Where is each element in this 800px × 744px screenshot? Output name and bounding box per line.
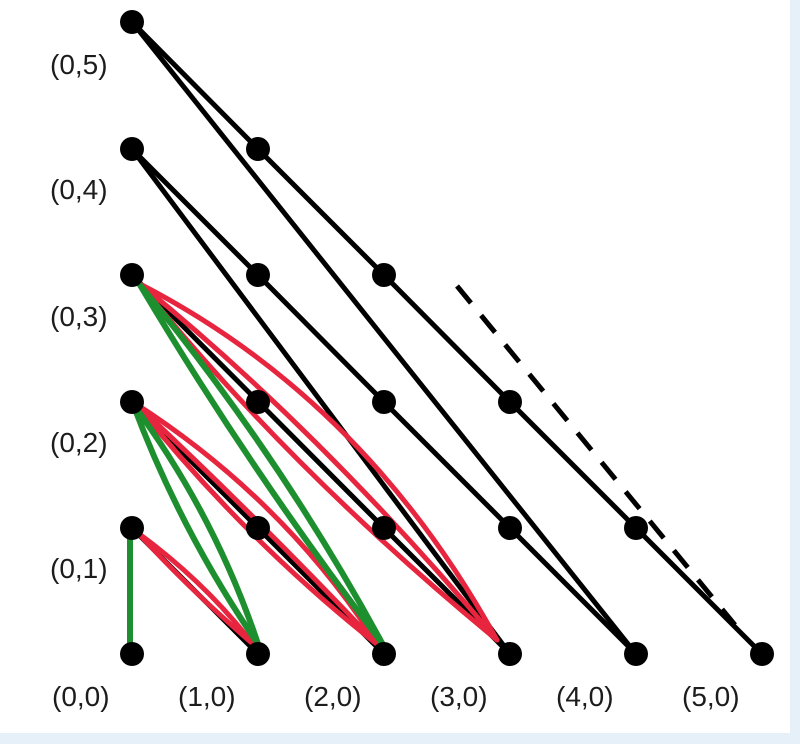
edge-black	[129, 146, 261, 278]
node-4-1	[624, 516, 648, 540]
red-curve	[137, 281, 500, 643]
node-0-3	[120, 263, 144, 287]
green-curves	[127, 282, 385, 649]
node-0-2	[120, 390, 144, 414]
diagram-canvas: (0,0) (1,0) (2,0) (3,0) (4,0) (5,0) (0,1…	[0, 0, 790, 733]
node-2-1	[372, 516, 396, 540]
node-2-3	[372, 263, 396, 287]
red-curve	[135, 530, 256, 647]
label-x-2: (2,0)	[304, 681, 362, 712]
labels: (0,0) (1,0) (2,0) (3,0) (4,0) (5,0) (0,1…	[50, 49, 740, 712]
label-x-3: (3,0)	[430, 681, 488, 712]
green-curve	[137, 282, 385, 646]
label-x-1: (1,0)	[178, 681, 236, 712]
green-curve	[130, 401, 261, 647]
lattice-path-diagram: (0,0) (1,0) (2,0) (3,0) (4,0) (5,0) (0,1…	[50, 10, 774, 712]
node-1-2	[246, 390, 270, 414]
edge-black	[129, 146, 513, 657]
node-1-3	[246, 263, 270, 287]
node-1-4	[246, 137, 270, 161]
label-x-5: (5,0)	[682, 681, 740, 712]
node-3-2	[498, 390, 522, 414]
edge-black	[381, 272, 513, 405]
edge-black	[507, 525, 639, 657]
label-x-4: (4,0)	[556, 681, 614, 712]
green-curve	[137, 282, 385, 646]
label-y-2: (0,2)	[50, 427, 108, 458]
node-2-2	[372, 390, 396, 414]
node-0-0	[120, 642, 144, 666]
node-1-0	[246, 642, 270, 666]
red-curves	[133, 281, 500, 648]
node-0-5	[120, 10, 144, 34]
node-0-4	[120, 137, 144, 161]
red-curve	[135, 530, 256, 647]
edge-black	[129, 19, 261, 152]
lattice-nodes	[120, 10, 774, 666]
node-1-1	[246, 516, 270, 540]
label-y-1: (0,1)	[50, 553, 108, 584]
edge-black	[255, 272, 387, 405]
edge-black	[255, 146, 387, 278]
label-y-3: (0,3)	[50, 301, 108, 332]
node-4-0	[624, 642, 648, 666]
node-0-1	[120, 516, 144, 540]
label-y-4: (0,4)	[50, 174, 108, 205]
edge-black	[507, 399, 639, 531]
node-3-1	[498, 516, 522, 540]
edge-black	[633, 525, 765, 657]
node-5-0	[750, 642, 774, 666]
node-3-0	[498, 642, 522, 666]
green-curve	[130, 401, 261, 647]
node-2-0	[372, 642, 396, 666]
label-y-5: (0,5)	[50, 49, 108, 80]
red-curve	[137, 281, 500, 643]
dashed-line	[455, 284, 737, 627]
edge-black	[129, 19, 639, 657]
edge-black	[381, 399, 513, 531]
label-x-0: (0,0)	[52, 681, 110, 712]
